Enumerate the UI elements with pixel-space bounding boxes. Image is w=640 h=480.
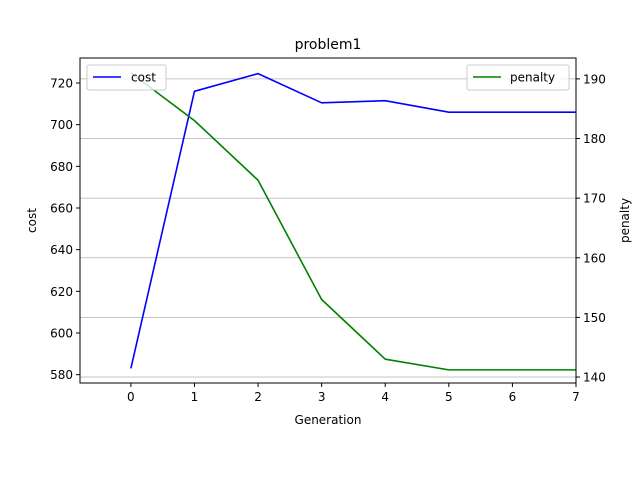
left-y-tick-label: 660 bbox=[50, 202, 73, 216]
left-y-tick-label: 640 bbox=[50, 243, 73, 257]
right-y-axis-ticks: 140 150 160 170 180 190 bbox=[576, 72, 606, 385]
legend-cost-box bbox=[86, 64, 167, 91]
x-tick-label: 1 bbox=[191, 390, 199, 404]
right-y-tick-label: 160 bbox=[583, 251, 606, 265]
left-y-tick-label: 620 bbox=[50, 285, 73, 299]
right-y-tick-label: 150 bbox=[583, 311, 606, 325]
x-axis-label: Generation bbox=[295, 413, 362, 427]
legend-penalty-label: penalty bbox=[510, 71, 555, 85]
x-tick-label: 3 bbox=[318, 390, 326, 404]
plot-frame bbox=[79, 57, 577, 384]
x-tick-label: 0 bbox=[127, 390, 135, 404]
x-axis-ticks: 0 1 2 3 4 5 6 7 bbox=[127, 383, 580, 404]
right-y-tick-label: 190 bbox=[583, 72, 606, 86]
legend-cost-label: cost bbox=[131, 71, 156, 85]
left-y-axis-ticks: 580 600 620 640 660 680 700 720 bbox=[50, 77, 80, 382]
right-y-axis-label: penalty bbox=[618, 198, 632, 243]
legend-penalty: penalty bbox=[466, 64, 570, 91]
left-y-axis-label: cost bbox=[25, 208, 39, 233]
legend-cost: cost bbox=[86, 64, 167, 91]
x-tick-label: 6 bbox=[509, 390, 517, 404]
x-tick-label: 4 bbox=[381, 390, 389, 404]
x-tick-label: 7 bbox=[572, 390, 580, 404]
right-y-tick-label: 140 bbox=[583, 371, 606, 385]
grid-lines bbox=[80, 78, 576, 378]
chart-title: problem1 bbox=[295, 37, 362, 53]
right-y-tick-label: 180 bbox=[583, 132, 606, 146]
left-y-tick-label: 600 bbox=[50, 327, 73, 341]
series-line-penalty bbox=[130, 72, 576, 371]
legend-penalty-box bbox=[466, 64, 570, 91]
series-lines bbox=[130, 72, 576, 371]
left-y-tick-label: 720 bbox=[50, 77, 73, 91]
right-y-tick-label: 170 bbox=[583, 192, 606, 206]
x-tick-label: 5 bbox=[445, 390, 453, 404]
left-y-tick-label: 700 bbox=[50, 118, 73, 132]
series-line-cost bbox=[130, 72, 576, 369]
left-y-tick-label: 580 bbox=[50, 368, 73, 382]
left-y-tick-label: 680 bbox=[50, 160, 73, 174]
x-tick-label: 2 bbox=[254, 390, 262, 404]
